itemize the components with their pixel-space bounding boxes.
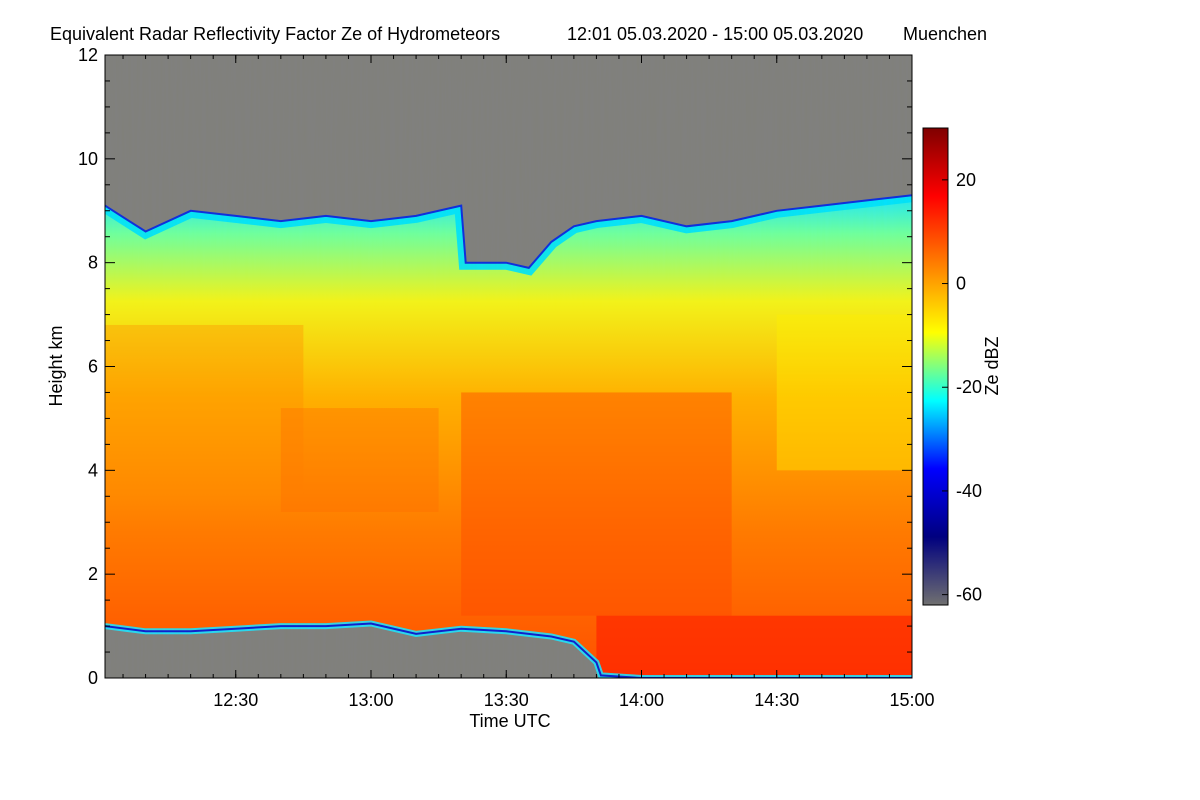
x-tick-label: 14:00 <box>619 690 664 710</box>
y-tick-label: 8 <box>88 253 98 273</box>
chart-location: Muenchen <box>903 24 987 44</box>
x-tick-label: 14:30 <box>754 690 799 710</box>
y-tick-label: 12 <box>78 45 98 65</box>
heatmap-field <box>105 55 912 678</box>
y-tick-label: 10 <box>78 149 98 169</box>
y-tick-label: 6 <box>88 357 98 377</box>
y-tick-label: 2 <box>88 564 98 584</box>
x-axis-label: Time UTC <box>469 711 550 731</box>
colorbar-label: Ze dBZ <box>982 336 1002 395</box>
colorbar-tick-label: 20 <box>956 170 976 190</box>
x-tick-label: 13:30 <box>484 690 529 710</box>
x-tick-label: 12:30 <box>213 690 258 710</box>
colorbar-gradient <box>922 127 949 606</box>
y-tick-label: 0 <box>88 668 98 688</box>
colorbar: 20 0 -20 -40 -60 Ze dBZ <box>922 127 1002 606</box>
texture-overlay <box>105 55 912 678</box>
y-tick-label: 4 <box>88 460 98 480</box>
chart-period: 12:01 05.03.2020 - 15:00 05.03.2020 <box>567 24 863 44</box>
x-tick-label: 15:00 <box>889 690 934 710</box>
colorbar-ticks: 20 0 -20 -40 -60 <box>942 170 982 605</box>
x-axis: 12:30 13:00 13:30 14:00 14:30 15:00 <box>122 55 935 710</box>
chart-title: Equivalent Radar Reflectivity Factor Ze … <box>50 24 500 44</box>
colorbar-tick-label: -40 <box>956 481 982 501</box>
y-axis: 0 2 4 6 8 10 12 <box>78 45 912 688</box>
colorbar-tick-label: 0 <box>956 274 966 294</box>
y-axis-label: Height km <box>46 325 66 406</box>
x-tick-label: 13:00 <box>348 690 393 710</box>
colorbar-tick-label: -60 <box>956 585 982 605</box>
colorbar-tick-label: -20 <box>956 377 982 397</box>
